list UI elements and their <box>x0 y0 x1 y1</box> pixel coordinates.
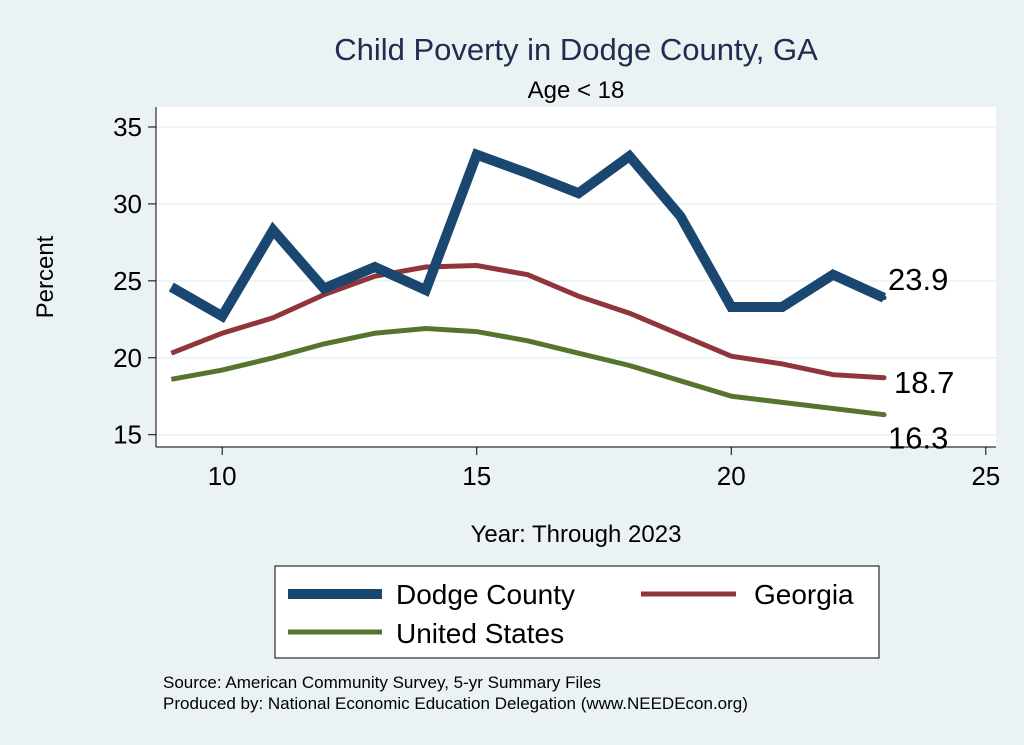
legend-label-georgia: Georgia <box>754 579 854 610</box>
end-value-label: 23.9 <box>888 262 948 297</box>
x-tick-label: 25 <box>971 461 1000 491</box>
x-tick-label: 15 <box>462 461 491 491</box>
plot-area <box>156 107 996 447</box>
legend-label-dodge: Dodge County <box>396 579 575 610</box>
y-tick-label: 15 <box>113 420 142 450</box>
grid <box>156 126 996 436</box>
end-marker <box>881 375 887 381</box>
end-marker <box>881 412 887 418</box>
chart-subtitle: Age < 18 <box>528 77 625 104</box>
series-lines <box>168 148 887 418</box>
end-marker <box>881 295 887 301</box>
source-note: Source: American Community Survey, 5-yr … <box>163 673 601 692</box>
y-tick-label: 20 <box>113 343 142 373</box>
x-tick-label: 10 <box>208 461 237 491</box>
y-tick-label: 35 <box>113 112 142 142</box>
series-line-dodge-county <box>168 148 887 323</box>
end-value-label: 16.3 <box>888 421 948 456</box>
legend-label-us: United States <box>396 618 564 649</box>
end-labels: 23.9 18.7 16.3 <box>881 262 954 456</box>
legend-box <box>274 565 880 659</box>
chart-title: Child Poverty in Dodge County, GA <box>334 32 818 67</box>
y-tick-label: 25 <box>113 266 142 296</box>
x-axis-label: Year: Through 2023 <box>471 521 682 548</box>
series-line-georgia <box>170 262 885 381</box>
end-value-label: 18.7 <box>894 365 954 400</box>
axes: 15 20 25 30 35 10 15 20 25 <box>113 107 1000 491</box>
y-axis-label: Percent <box>32 235 59 318</box>
legend: Dodge County Georgia United States <box>274 565 880 659</box>
x-tick-label: 20 <box>717 461 746 491</box>
produced-by-note: Produced by: National Economic Education… <box>163 694 748 713</box>
y-tick-label: 30 <box>113 189 142 219</box>
series-line-united-states <box>170 325 885 418</box>
